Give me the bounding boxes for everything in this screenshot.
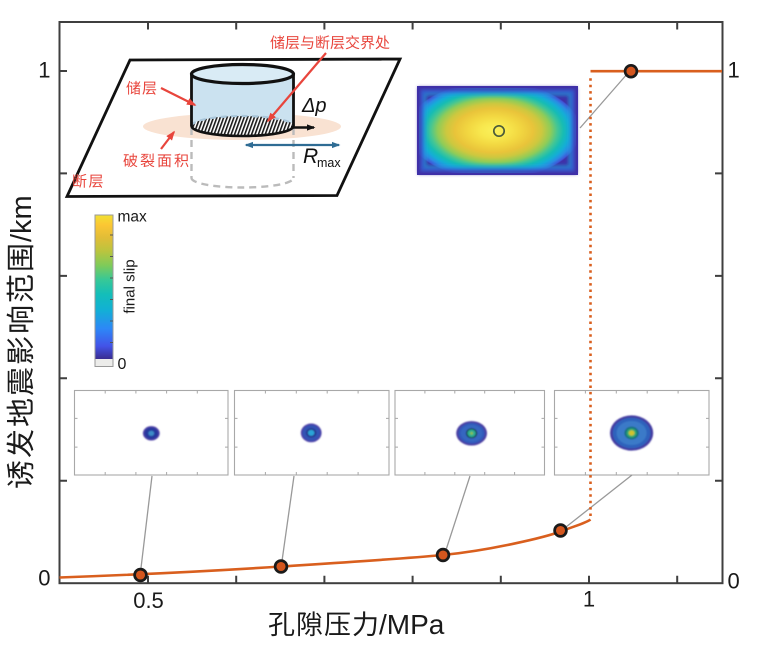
svg-text:final slip: final slip <box>122 259 139 313</box>
svg-text:R: R <box>303 145 318 168</box>
svg-text:1: 1 <box>728 58 740 83</box>
svg-text:0.5: 0.5 <box>133 588 164 613</box>
svg-text:Δp: Δp <box>301 95 327 117</box>
svg-text:1: 1 <box>38 58 50 83</box>
svg-text:0: 0 <box>38 566 50 591</box>
svg-text:1: 1 <box>583 587 595 612</box>
svg-text:max: max <box>317 156 341 170</box>
svg-text:/MPa: /MPa <box>379 609 445 640</box>
svg-text:/km: /km <box>6 195 38 242</box>
svg-text:0: 0 <box>728 569 740 594</box>
svg-text:0: 0 <box>118 356 127 373</box>
svg-text:max: max <box>118 209 148 226</box>
